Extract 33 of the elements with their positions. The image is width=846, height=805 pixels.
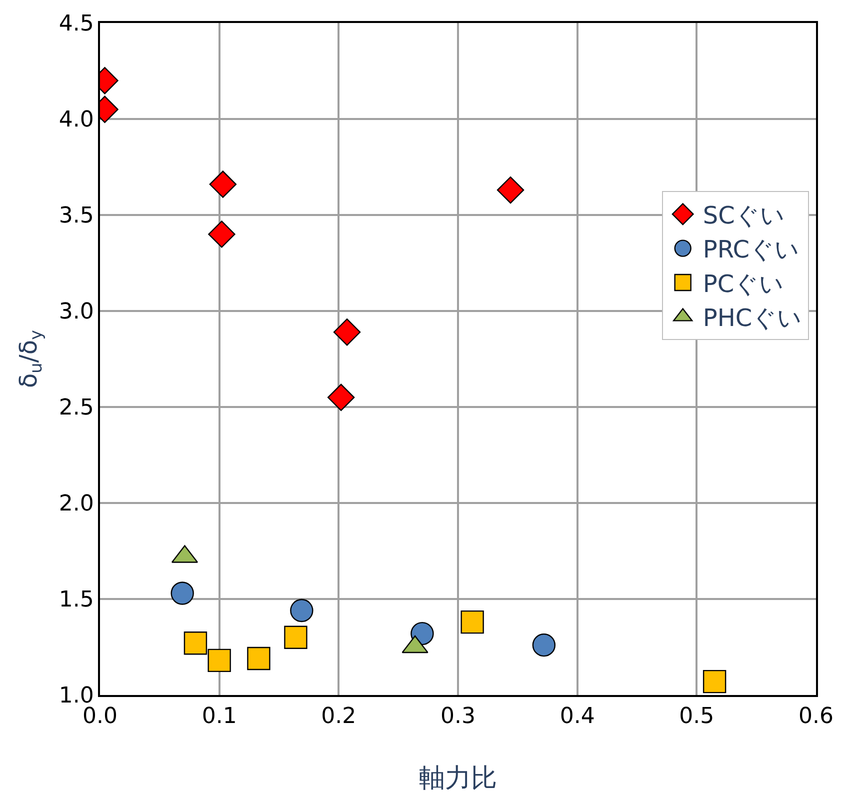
x-tick-label: 0.3 bbox=[440, 704, 476, 730]
point bbox=[208, 648, 231, 672]
y-tick-label: 3.5 bbox=[58, 204, 94, 229]
point bbox=[184, 632, 208, 655]
point bbox=[247, 646, 270, 670]
point bbox=[327, 384, 355, 411]
point bbox=[209, 170, 237, 198]
legend-label: PCぐい bbox=[702, 270, 784, 298]
x-tick-label: 0.1 bbox=[202, 704, 237, 730]
x-tick-label: 0.2 bbox=[321, 704, 356, 730]
x-tick-label: 0.6 bbox=[798, 704, 834, 730]
point bbox=[532, 633, 556, 657]
point bbox=[333, 318, 361, 346]
x-tick-label: 0.0 bbox=[82, 704, 118, 730]
x-axis-title: 軸力比 bbox=[419, 763, 497, 794]
point bbox=[290, 598, 314, 622]
x-tick-label: 0.4 bbox=[560, 704, 595, 730]
point bbox=[460, 610, 484, 634]
y-tick-label: 1.5 bbox=[58, 588, 94, 613]
point bbox=[496, 176, 524, 204]
y-tick-label: 4.5 bbox=[58, 12, 94, 37]
point bbox=[284, 626, 308, 649]
y-tick-label: 2.0 bbox=[58, 492, 94, 517]
y-tick-label: 4.0 bbox=[58, 108, 94, 133]
point bbox=[702, 670, 726, 694]
legend-label: SCぐい bbox=[702, 201, 785, 230]
point bbox=[208, 220, 236, 248]
legend-label: PHCぐい bbox=[702, 304, 802, 332]
x-tick-label: 0.5 bbox=[679, 704, 714, 730]
y-tick-label: 2.5 bbox=[58, 396, 94, 421]
y-tick-label: 3.0 bbox=[58, 300, 94, 325]
legend-label: PRCぐい bbox=[702, 236, 800, 264]
point bbox=[170, 582, 194, 605]
